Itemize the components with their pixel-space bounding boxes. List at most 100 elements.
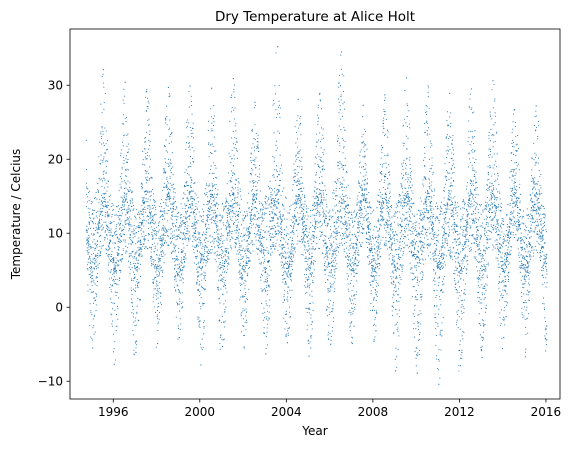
data-point: [129, 208, 131, 210]
data-point: [91, 212, 93, 214]
data-point: [156, 254, 158, 256]
data-point: [182, 222, 184, 224]
data-point: [266, 344, 269, 346]
data-point: [122, 230, 124, 232]
data-point: [170, 167, 173, 169]
data-point: [159, 243, 161, 245]
data-point: [222, 271, 224, 273]
data-point: [143, 191, 146, 193]
data-point: [320, 171, 322, 173]
data-point: [292, 189, 294, 191]
data-point: [122, 208, 124, 211]
data-point: [103, 170, 105, 172]
data-point: [271, 251, 273, 253]
data-point: [195, 232, 197, 235]
data-point: [206, 257, 209, 259]
data-point: [147, 201, 149, 203]
data-point: [365, 219, 368, 221]
data-point: [87, 188, 89, 190]
data-point: [219, 261, 221, 263]
data-point: [355, 257, 357, 259]
data-point: [197, 238, 199, 240]
data-point: [204, 274, 206, 277]
data-point: [104, 153, 106, 155]
data-point: [206, 219, 208, 221]
data-point: [146, 91, 148, 93]
data-point: [227, 268, 229, 270]
data-point: [97, 190, 99, 192]
data-point: [364, 184, 366, 186]
data-point: [353, 271, 355, 273]
data-point: [246, 240, 248, 242]
data-point: [347, 212, 349, 214]
data-point: [163, 230, 165, 232]
data-point: [281, 220, 283, 222]
data-point: [344, 200, 346, 202]
data-point: [218, 233, 220, 235]
data-point: [142, 159, 144, 161]
data-point: [220, 235, 222, 237]
data-point: [208, 156, 210, 158]
data-point: [163, 242, 166, 244]
data-point: [170, 172, 172, 174]
data-point: [153, 227, 155, 230]
data-point: [208, 252, 210, 255]
data-point: [247, 262, 249, 264]
data-point: [325, 242, 327, 244]
data-point: [269, 265, 271, 267]
data-point: [330, 215, 332, 217]
data-point: [295, 160, 297, 162]
data-point: [242, 220, 244, 222]
data-point: [176, 235, 178, 237]
data-point: [349, 231, 351, 233]
data-point: [98, 202, 100, 204]
data-point: [190, 191, 192, 193]
data-point: [101, 135, 103, 137]
data-point: [167, 210, 169, 212]
data-point: [218, 236, 220, 238]
data-point: [333, 302, 335, 304]
data-point: [297, 178, 299, 180]
data-point: [171, 132, 173, 134]
data-point: [297, 223, 299, 225]
data-point: [155, 285, 157, 287]
data-point: [121, 178, 123, 180]
data-point: [299, 183, 301, 185]
data-point: [195, 213, 197, 215]
data-point: [222, 278, 224, 281]
data-point: [190, 179, 192, 181]
data-point: [165, 161, 167, 163]
data-point: [127, 246, 129, 249]
data-point: [116, 234, 118, 236]
data-point: [239, 190, 241, 192]
data-point: [133, 228, 135, 230]
data-point: [329, 291, 331, 293]
data-point: [217, 193, 219, 195]
data-point: [281, 248, 283, 250]
data-point: [365, 202, 367, 204]
data-point: [355, 265, 357, 267]
data-point: [283, 187, 285, 189]
data-point: [193, 221, 195, 223]
data-point: [128, 216, 131, 218]
data-point: [342, 152, 344, 154]
data-point: [203, 278, 205, 280]
data-point: [309, 266, 311, 268]
data-point: [304, 215, 306, 217]
data-point: [334, 180, 336, 182]
data-point: [195, 236, 197, 238]
data-point: [90, 275, 92, 277]
data-point: [137, 249, 140, 251]
data-point: [98, 255, 100, 257]
data-point: [181, 277, 183, 279]
data-point: [339, 234, 342, 236]
data-point: [267, 200, 269, 202]
data-point: [88, 266, 91, 269]
data-point: [255, 186, 257, 188]
data-point: [216, 240, 218, 242]
data-point: [202, 215, 204, 217]
data-point: [288, 327, 290, 329]
data-point: [255, 234, 257, 236]
data-point: [183, 222, 185, 225]
data-point: [202, 257, 204, 259]
